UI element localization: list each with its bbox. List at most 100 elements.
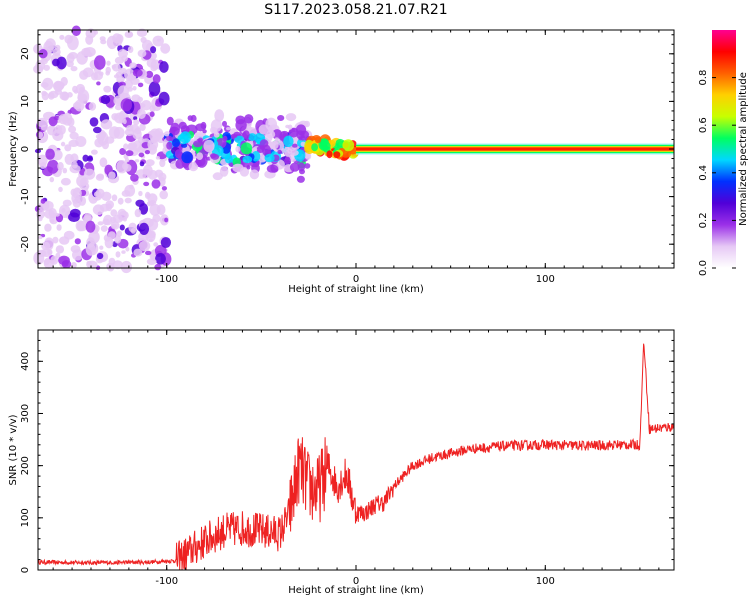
heatmap-cell xyxy=(142,39,153,52)
heatmap-cell xyxy=(270,140,279,150)
heatmap-cell xyxy=(41,241,51,251)
heatmap-cell xyxy=(137,49,147,58)
heatmap-cell xyxy=(242,155,253,164)
heatmap-cell xyxy=(203,139,215,153)
heatmap-cell xyxy=(139,161,145,167)
heatmap-cell xyxy=(132,69,143,77)
heatmap-cell xyxy=(181,143,188,148)
heatmap-cell xyxy=(68,125,77,133)
heatmap-y-axis-label: Frequency (Hz) xyxy=(8,111,19,187)
heatmap-cell xyxy=(93,191,102,198)
heatmap-cell xyxy=(150,65,158,72)
heatmap-cell xyxy=(99,36,106,42)
heatmap-cell xyxy=(151,179,161,189)
heatmap-cell xyxy=(213,131,220,138)
heatmap-cell xyxy=(40,248,53,257)
heatmap-cell xyxy=(181,151,193,164)
heatmap-cell xyxy=(129,184,134,190)
heatmap-cell xyxy=(77,220,88,232)
heatmap-cell xyxy=(52,149,63,161)
heatmap-cell xyxy=(62,167,68,174)
heatmap-cell xyxy=(50,255,59,265)
heatmap-cell xyxy=(127,46,134,53)
heatmap-cell xyxy=(288,127,299,138)
heatmap-y-ticks: -20 -10 0 10 20 xyxy=(20,34,674,264)
heatmap-cell xyxy=(75,188,81,193)
colorbar-tick-label: 0.4 xyxy=(698,165,709,181)
heatmap-cell xyxy=(89,117,99,127)
heatmap-cell xyxy=(117,49,128,58)
heatmap-cell xyxy=(314,136,322,143)
heatmap-cell xyxy=(251,147,258,152)
heatmap-cell xyxy=(284,156,290,161)
heatmap-cell xyxy=(127,32,133,38)
heatmap-cell xyxy=(196,152,204,160)
heatmap-cell xyxy=(72,249,84,261)
heatmap-cell xyxy=(86,260,98,269)
heatmap-cell xyxy=(143,181,150,187)
heatmap-cell xyxy=(84,213,92,221)
heatmap-cell xyxy=(138,222,150,235)
heatmap-cell xyxy=(124,197,132,204)
heatmap-cell xyxy=(108,171,116,180)
heatmap-cell xyxy=(272,129,283,140)
heatmap-cell xyxy=(131,94,141,102)
heatmap-cell xyxy=(103,85,112,93)
heatmap-cell xyxy=(83,168,96,180)
heatmap-cell xyxy=(112,260,123,270)
heatmap-cell xyxy=(111,194,118,202)
heatmap-cell xyxy=(266,164,279,173)
heatmap-cell xyxy=(342,139,355,152)
heatmap-cell xyxy=(133,119,140,126)
heatmap-cell xyxy=(49,176,55,183)
y-tick-label: 100 xyxy=(20,508,31,527)
heatmap-cell xyxy=(103,214,113,226)
heatmap-cell xyxy=(287,124,293,130)
heatmap-cell xyxy=(114,104,123,111)
heatmap-cell xyxy=(86,52,93,58)
heatmap-cell xyxy=(68,139,79,147)
heatmap-cell xyxy=(37,154,48,166)
heatmap-cell xyxy=(100,94,111,105)
heatmap-cell xyxy=(144,150,150,155)
heatmap-cell xyxy=(300,130,310,139)
heatmap-cell xyxy=(179,131,191,144)
heatmap-cell xyxy=(283,135,294,147)
heatmap-cell xyxy=(110,221,120,230)
heatmap-cell xyxy=(118,67,127,75)
heatmap-cell xyxy=(71,192,80,204)
heatmap-cell xyxy=(289,162,300,172)
heatmap-cell xyxy=(135,199,145,207)
heatmap-cell xyxy=(95,134,103,139)
heatmap-cell xyxy=(159,190,168,200)
heatmap-cell xyxy=(97,221,104,226)
heatmap-cell xyxy=(235,145,241,153)
heatmap-cell xyxy=(38,49,48,59)
heatmap-cell xyxy=(156,204,166,216)
colorbar-gradient xyxy=(712,30,736,268)
heatmap-cell xyxy=(298,136,303,141)
heatmap-cell xyxy=(73,89,79,94)
heatmap-cell xyxy=(110,216,117,223)
heatmap-cell xyxy=(153,242,159,247)
heatmap-cell xyxy=(292,143,298,148)
heatmap-cell xyxy=(114,235,122,244)
heatmap-cell xyxy=(249,169,260,180)
heatmap-cell xyxy=(93,30,99,35)
heatmap-cell xyxy=(210,153,220,160)
snr-series-line xyxy=(37,343,675,571)
heatmap-cell xyxy=(274,137,279,141)
heatmap-cell xyxy=(159,61,169,73)
heatmap-cell xyxy=(125,246,130,252)
heatmap-cell xyxy=(154,263,162,271)
heatmap-cell xyxy=(41,91,49,101)
heatmap-cell xyxy=(194,135,199,139)
heatmap-cell xyxy=(117,197,124,205)
heatmap-cell xyxy=(356,147,674,151)
heatmap-cell xyxy=(138,190,143,197)
heatmap-cell xyxy=(200,121,207,130)
heatmap-cell xyxy=(160,43,171,54)
heatmap-cell xyxy=(63,230,75,240)
heatmap-cell xyxy=(48,90,59,99)
heatmap-cell xyxy=(105,203,113,212)
